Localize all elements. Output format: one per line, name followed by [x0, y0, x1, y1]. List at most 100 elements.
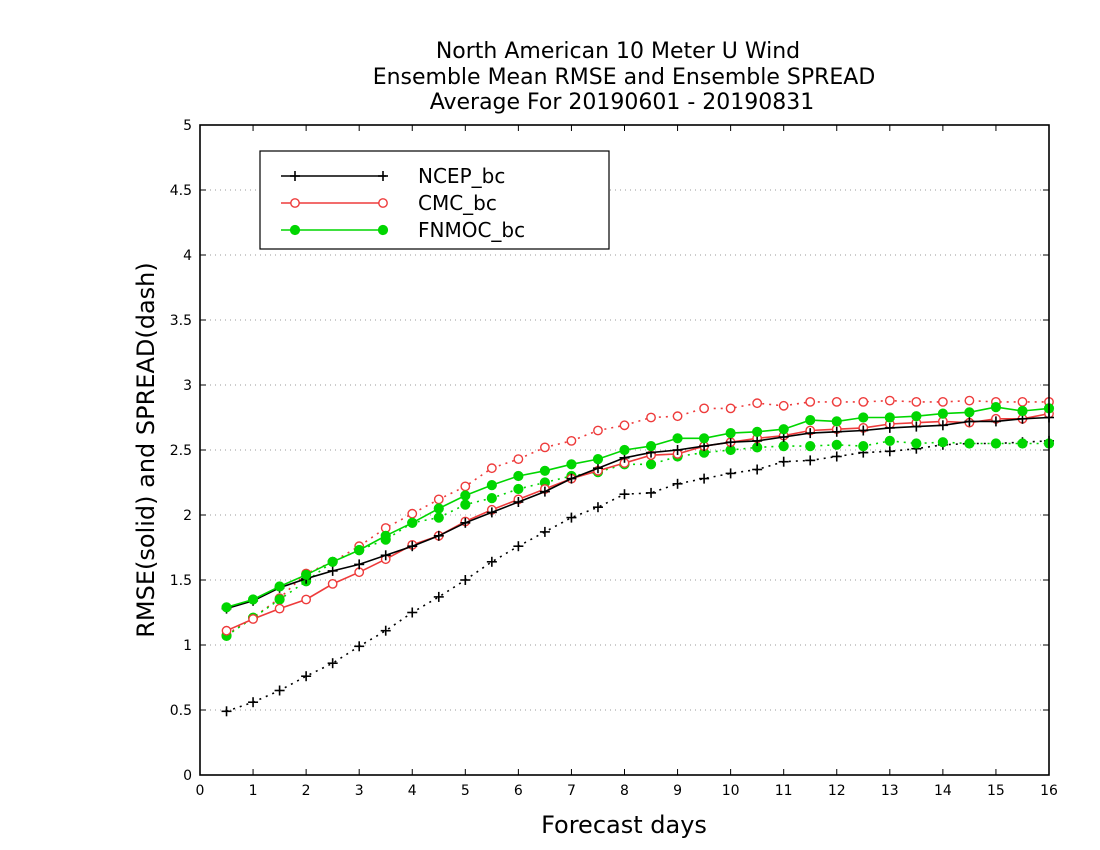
title-line-1: North American 10 Meter U Wind	[436, 39, 800, 64]
legend: NCEP_bc CMC_bc FNMOC_bc	[259, 150, 610, 250]
legend-marker	[289, 224, 301, 236]
data-point	[699, 403, 709, 414]
y-tick-label: 4	[183, 248, 192, 264]
data-point	[380, 625, 391, 636]
data-point	[274, 685, 285, 696]
data-point	[964, 438, 975, 449]
data-point	[539, 465, 551, 476]
series-line	[226, 412, 1050, 632]
data-point	[619, 489, 630, 500]
series-FNMOC_bc-rmse	[221, 402, 1055, 613]
data-point	[221, 625, 232, 636]
data-point	[460, 499, 471, 510]
data-point	[990, 402, 1002, 413]
data-point	[301, 671, 312, 682]
data-point	[301, 594, 312, 605]
data-point	[566, 459, 577, 470]
data-point	[831, 426, 842, 437]
data-point	[937, 396, 948, 407]
data-point	[380, 550, 391, 561]
data-point	[646, 412, 656, 423]
data-point	[725, 403, 736, 414]
data-point	[539, 526, 550, 537]
x-tick-label: 14	[934, 783, 952, 799]
data-point	[486, 507, 497, 518]
data-point	[619, 444, 630, 456]
data-point	[805, 428, 816, 439]
data-point	[990, 416, 1001, 427]
data-point	[539, 486, 550, 497]
series-NCEP_bc-rmse	[221, 412, 1054, 614]
data-point	[911, 396, 922, 407]
data-point	[248, 614, 258, 624]
data-point	[486, 480, 497, 491]
x-tick-label: 15	[987, 783, 1005, 799]
series-CMC_bc-spread	[221, 395, 1054, 640]
data-point	[725, 428, 736, 439]
x-tick-label: 1	[249, 783, 258, 799]
data-point	[964, 416, 975, 427]
data-point	[486, 556, 497, 567]
legend-marker	[290, 171, 300, 181]
data-point	[778, 456, 789, 467]
data-point	[752, 398, 763, 409]
x-tick-label: 7	[567, 783, 576, 799]
data-point	[460, 575, 471, 585]
x-tick-label: 12	[828, 783, 846, 799]
data-point	[513, 541, 524, 552]
x-tick-label: 3	[355, 783, 364, 799]
y-axis-label: RMSE(solid) and SPREAD(dash)	[132, 262, 160, 638]
data-point	[672, 445, 683, 455]
data-point	[433, 512, 444, 523]
data-point	[699, 473, 710, 484]
data-point	[911, 421, 922, 432]
data-point	[380, 530, 391, 541]
y-tick-label: 1	[183, 638, 192, 654]
data-point	[725, 468, 736, 479]
data-point	[831, 416, 842, 427]
legend-label: NCEP_bc	[418, 164, 505, 188]
data-point	[831, 396, 842, 407]
series-CMC_bc-rmse	[221, 408, 1054, 636]
data-point	[327, 556, 338, 567]
data-point	[247, 594, 259, 605]
data-point	[566, 435, 577, 446]
data-point	[301, 569, 312, 580]
data-point	[805, 455, 816, 466]
data-point	[407, 607, 418, 618]
data-point	[831, 439, 842, 450]
data-point	[778, 400, 789, 411]
x-axis-label: Forecast days	[541, 811, 707, 839]
data-point	[354, 545, 365, 556]
series-line	[226, 406, 1050, 609]
y-tick-label: 2.5	[170, 443, 192, 459]
data-point	[672, 478, 683, 489]
data-point	[274, 581, 285, 592]
x-tick-label: 6	[514, 783, 523, 799]
y-tick-label: 0.5	[170, 703, 192, 719]
x-tick-label: 8	[620, 783, 629, 799]
data-point	[831, 451, 842, 462]
data-point	[354, 559, 365, 570]
data-point	[540, 442, 550, 453]
data-point	[513, 483, 524, 495]
data-point	[990, 438, 1002, 449]
data-point	[619, 420, 630, 431]
series-line	[226, 440, 1049, 637]
data-point	[327, 579, 338, 589]
data-point	[778, 441, 789, 452]
data-point	[486, 493, 497, 504]
data-point	[1017, 438, 1028, 449]
series-line	[226, 399, 1049, 636]
chart-title: North American 10 Meter U Wind Ensemble …	[373, 39, 876, 115]
legend-entries: NCEP_bc CMC_bc FNMOC_bc	[281, 164, 525, 242]
data-point	[645, 459, 657, 470]
data-point	[858, 441, 869, 452]
x-tick-label: 2	[302, 783, 311, 799]
data-point	[513, 470, 524, 482]
data-point	[433, 530, 444, 541]
data-point	[513, 454, 524, 464]
data-point	[274, 603, 285, 614]
x-tick-label: 16	[1040, 783, 1058, 799]
